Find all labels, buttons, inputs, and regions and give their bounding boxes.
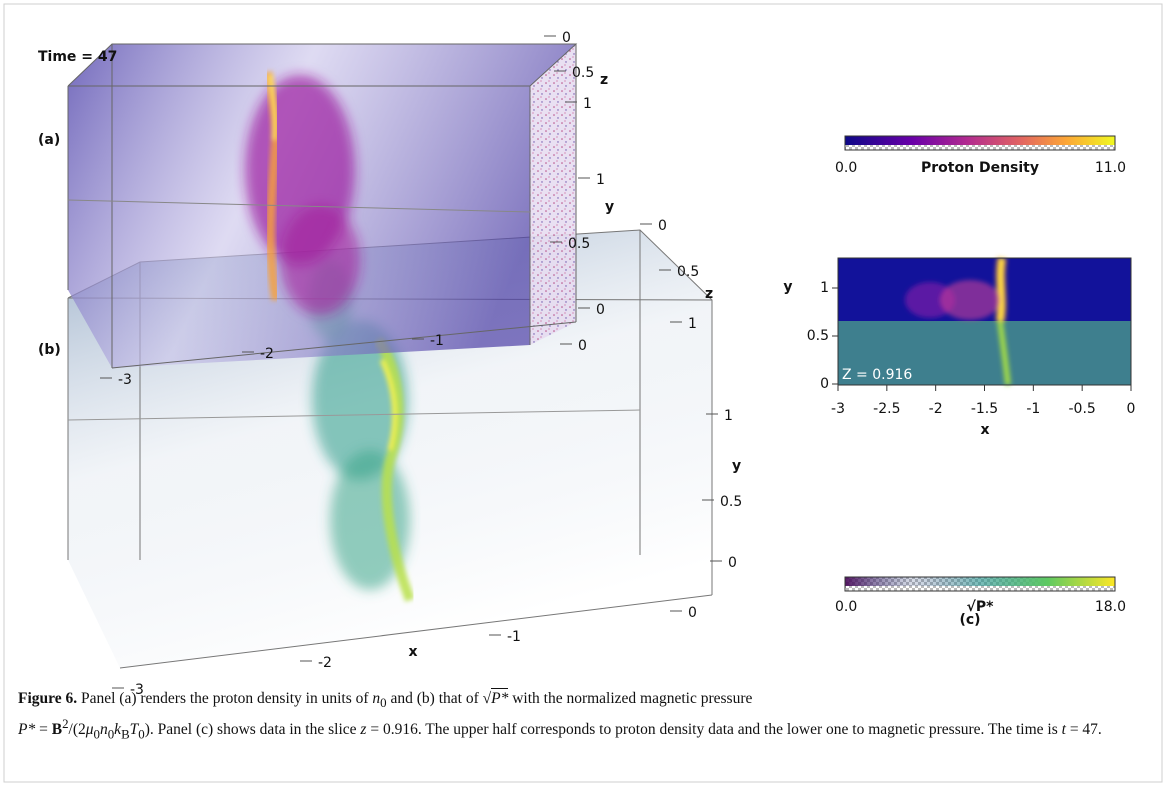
caption-label: Figure 6. bbox=[18, 690, 78, 707]
axis-label: z bbox=[600, 72, 608, 88]
tick-label: -1.5 bbox=[971, 401, 998, 417]
tick-label: -0.5 bbox=[1069, 401, 1096, 417]
panel-label: (b) bbox=[38, 342, 61, 358]
tick-label: 0 bbox=[596, 302, 605, 318]
caption-text: = 47. bbox=[1065, 721, 1102, 739]
tick-label: -2.5 bbox=[873, 401, 900, 417]
axis-label: y bbox=[783, 279, 792, 295]
tick-label: 0 bbox=[728, 555, 737, 571]
caption-text: t bbox=[1061, 721, 1066, 739]
axis-label: y bbox=[732, 458, 741, 474]
tick-label: 0 bbox=[658, 218, 667, 234]
tick-label: 0 bbox=[688, 605, 697, 621]
tick-label: 0 bbox=[562, 30, 571, 46]
panel-label: (a) bbox=[38, 132, 60, 148]
caption-text: 0 bbox=[93, 726, 100, 742]
axis-label: z bbox=[705, 286, 713, 302]
tick-label: 1 bbox=[688, 316, 697, 332]
caption-text: with the normalized magnetic pressure bbox=[508, 690, 753, 707]
caption-text: μ bbox=[85, 721, 94, 739]
tick-label: -1 bbox=[1026, 401, 1040, 417]
caption-text: z bbox=[360, 721, 367, 739]
caption-text: 0 bbox=[138, 726, 145, 742]
tick-label: -2 bbox=[318, 655, 332, 671]
tick-label: 1 bbox=[820, 280, 829, 296]
tick-label: 1 bbox=[596, 172, 605, 188]
caption-text: n bbox=[99, 721, 108, 739]
axis-label: x bbox=[408, 644, 417, 660]
caption-text: T bbox=[129, 721, 139, 739]
colorbar-min: 0.0 bbox=[835, 599, 857, 615]
tick-label: 0.5 bbox=[572, 65, 594, 81]
caption-text: 2 bbox=[62, 716, 69, 732]
caption-text: n bbox=[372, 690, 381, 707]
tick-label: -1 bbox=[430, 333, 444, 349]
caption-text: Panel (a) renders the proton density in … bbox=[81, 690, 373, 707]
caption-text: 0 bbox=[380, 695, 387, 711]
tick-label: -3 bbox=[130, 682, 144, 698]
volume-a bbox=[67, 43, 578, 369]
axis-label: y bbox=[605, 199, 614, 215]
caption-text: B bbox=[121, 726, 130, 742]
colorbar-label: Proton Density bbox=[921, 160, 1039, 176]
caption-text: k bbox=[114, 721, 122, 739]
caption-text: P* bbox=[491, 688, 509, 707]
tick-label: -3 bbox=[831, 401, 845, 417]
tick-label: 0 bbox=[578, 338, 587, 354]
caption-text: P* bbox=[18, 721, 36, 739]
tick-label: -2 bbox=[260, 346, 274, 362]
tick-label: 0 bbox=[1127, 401, 1136, 417]
tick-label: 1 bbox=[724, 408, 733, 424]
caption-text: ). Panel (c) shows data in the slice bbox=[144, 721, 361, 739]
tick-label: -2 bbox=[929, 401, 943, 417]
caption-text: = 0.916. The upper half corresponds to p… bbox=[366, 721, 1062, 739]
tick-label: 0 bbox=[820, 376, 829, 392]
colorbar-pressure bbox=[844, 576, 1116, 592]
colorbar-label: √P* bbox=[967, 599, 995, 615]
caption-text: and (b) that of bbox=[386, 690, 483, 707]
caption-text: = bbox=[35, 721, 52, 739]
caption: Figure 6. Panel (a) renders the proton d… bbox=[18, 688, 1148, 744]
figure-frame bbox=[3, 3, 1163, 783]
tick-label: 0.5 bbox=[568, 236, 590, 252]
tick-label: 0.5 bbox=[677, 264, 699, 280]
tick-label: -3 bbox=[118, 372, 132, 388]
colorbar-density bbox=[844, 135, 1116, 151]
colorbar-max: 11.0 bbox=[1095, 160, 1126, 176]
panel-label: (c) bbox=[959, 612, 980, 628]
caption-text: /(2 bbox=[68, 721, 86, 739]
tick-label: 0.5 bbox=[807, 328, 829, 344]
caption-text: 0 bbox=[107, 726, 115, 742]
time-label: Time = 47 bbox=[38, 49, 117, 65]
caption-text: √ bbox=[482, 690, 492, 707]
tick-label: 0.5 bbox=[720, 494, 742, 510]
caption-text: B bbox=[51, 721, 63, 739]
colorbar-max: 18.0 bbox=[1095, 599, 1126, 615]
tick-label: -1 bbox=[507, 629, 521, 645]
tick-label: 1 bbox=[583, 96, 592, 112]
slice-image bbox=[837, 257, 1132, 386]
axis-label: x bbox=[980, 422, 989, 438]
slice-annotation: Z = 0.916 bbox=[842, 367, 912, 383]
colorbar-min: 0.0 bbox=[835, 160, 857, 176]
